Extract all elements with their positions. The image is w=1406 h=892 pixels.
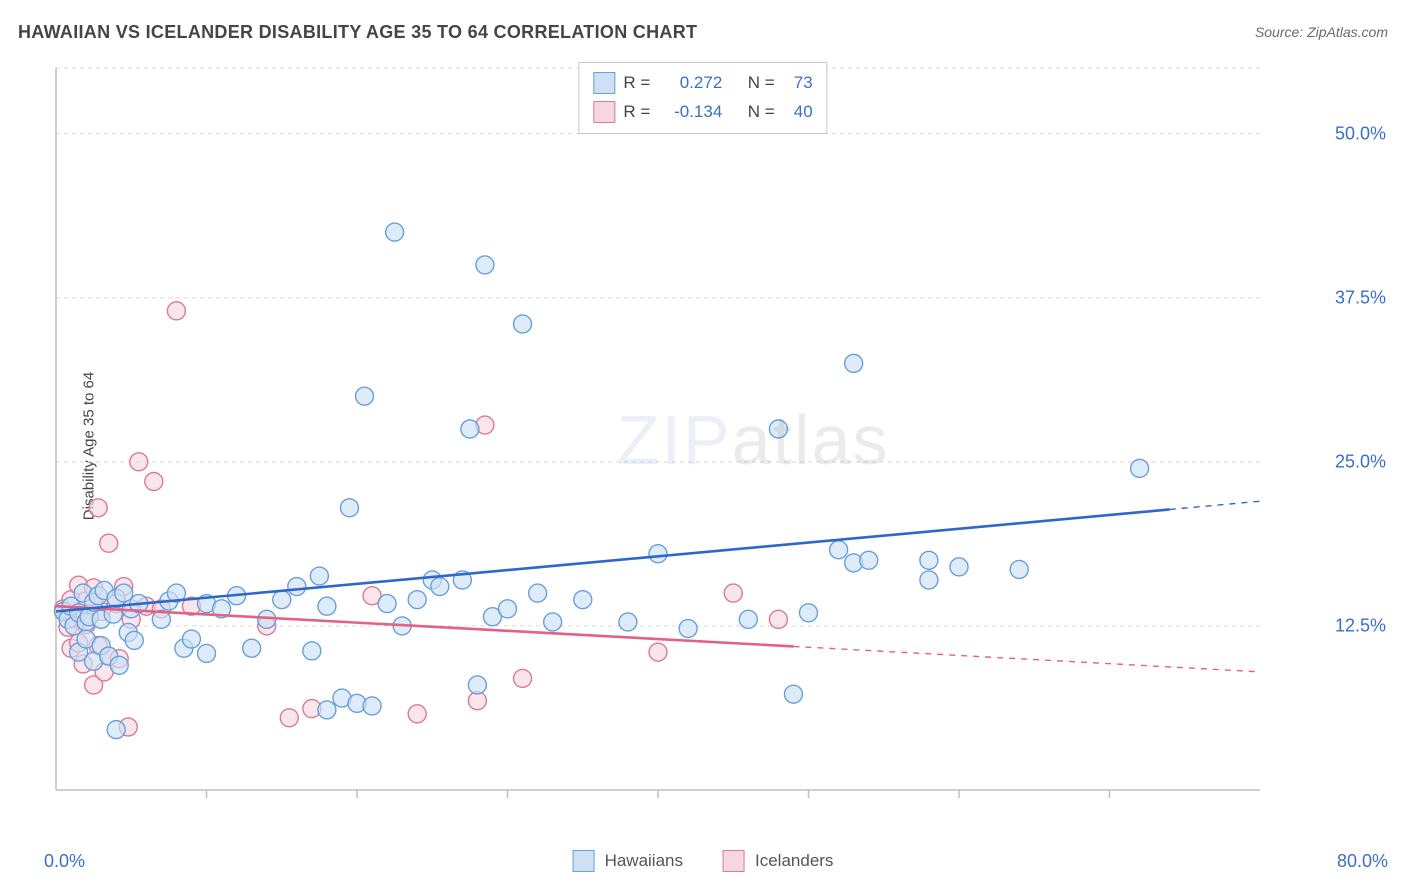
- legend-label-hawaiians: Hawaiians: [605, 851, 683, 871]
- scatter-chart-svg: [48, 60, 1330, 820]
- series-legend: Hawaiians Icelanders: [573, 850, 834, 872]
- swatch-icelanders: [593, 101, 615, 123]
- chart-area: ZIPatlas: [48, 60, 1330, 820]
- r-label: R =: [623, 98, 650, 127]
- chart-title: HAWAIIAN VS ICELANDER DISABILITY AGE 35 …: [18, 22, 697, 43]
- y-tick-label: 37.5%: [1335, 287, 1386, 308]
- r-label: R =: [623, 69, 650, 98]
- r-value-icelanders: -0.134: [658, 98, 722, 127]
- swatch-hawaiians: [593, 72, 615, 94]
- swatch-icelanders: [723, 850, 745, 872]
- legend-item-icelanders: Icelanders: [723, 850, 833, 872]
- stats-legend-row-icelanders: R = -0.134 N = 40: [593, 98, 812, 127]
- n-label: N =: [748, 98, 775, 127]
- stats-legend-box: R = 0.272 N = 73 R = -0.134 N = 40: [578, 62, 827, 134]
- legend-item-hawaiians: Hawaiians: [573, 850, 683, 872]
- y-tick-label: 12.5%: [1335, 615, 1386, 636]
- n-label: N =: [748, 69, 775, 98]
- legend-label-icelanders: Icelanders: [755, 851, 833, 871]
- y-tick-label: 50.0%: [1335, 123, 1386, 144]
- y-tick-label: 25.0%: [1335, 451, 1386, 472]
- x-axis-min-label: 0.0%: [44, 851, 85, 872]
- r-value-hawaiians: 0.272: [658, 69, 722, 98]
- n-value-icelanders: 40: [783, 98, 813, 127]
- n-value-hawaiians: 73: [783, 69, 813, 98]
- swatch-hawaiians: [573, 850, 595, 872]
- stats-legend-row-hawaiians: R = 0.272 N = 73: [593, 69, 812, 98]
- x-axis-max-label: 80.0%: [1337, 851, 1388, 872]
- source-attribution: Source: ZipAtlas.com: [1255, 24, 1388, 40]
